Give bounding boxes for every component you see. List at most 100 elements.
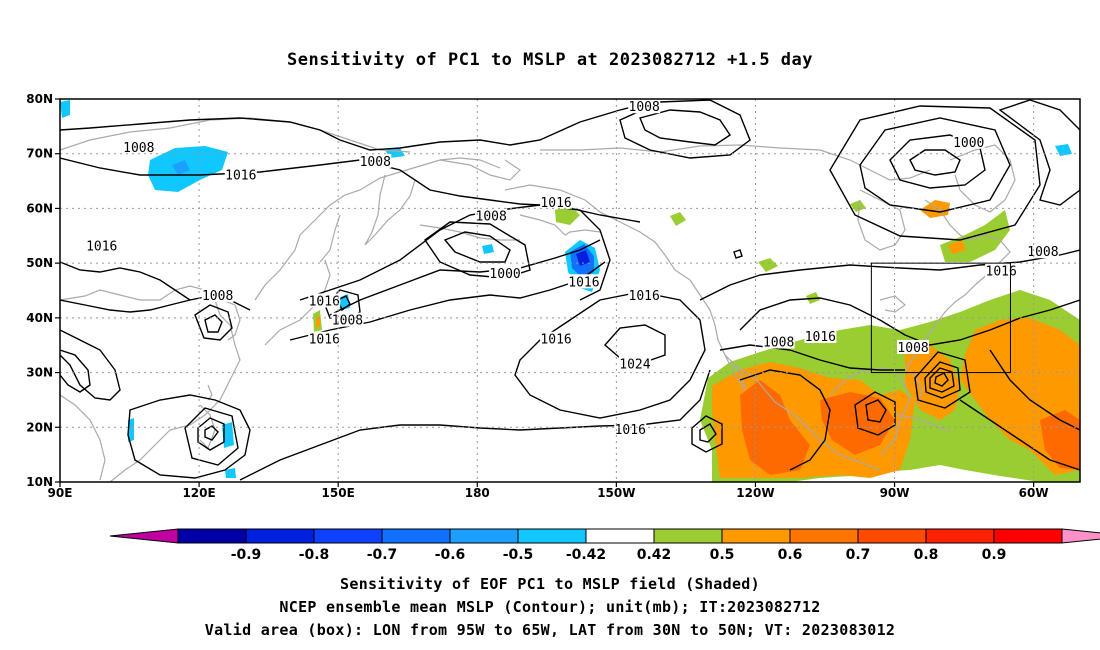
colorbar-label: -0.9: [231, 547, 262, 563]
contour-hurricane4: [914, 351, 971, 409]
latitude-labels: 80N 70N 60N 50N 40N 30N 20N 10N: [26, 92, 60, 489]
coast-gulf: [829, 367, 911, 456]
shade-neg-gulf-alaska-core: [576, 250, 590, 266]
shade-neg-philippines: [222, 422, 234, 448]
contour-1008-north: [60, 104, 641, 151]
contour-label-bg: [201, 287, 234, 302]
contour-gulf-low: [865, 399, 887, 423]
contour-label-bg: [628, 99, 661, 114]
colorbar-swatch: [313, 528, 383, 544]
contour-label-bg: [540, 194, 573, 209]
coast-alaska: [504, 184, 691, 281]
coast-baja: [724, 354, 746, 391]
contour-high-arctic2: [619, 99, 751, 159]
caption-line-1: Sensitivity of EOF PC1 to MSLP field (Sh…: [340, 575, 760, 593]
contour-label-1016: 1016: [309, 294, 340, 309]
contour-west-low2: [60, 349, 91, 393]
coast-arctic-asia: [60, 117, 411, 153]
contour-label-bg: [85, 238, 118, 253]
colorbar-swatch: [449, 528, 519, 544]
colorbar-label: -0.7: [367, 547, 398, 563]
coast-asia: [60, 285, 241, 482]
contour-scs: [127, 394, 251, 479]
coast-great-lakes: [879, 295, 906, 313]
lon-label-90E: 90E: [48, 486, 73, 500]
contour-label-1024: 1024: [619, 357, 650, 372]
contour-label-bg: [628, 287, 661, 302]
contour-label-bg: [122, 140, 155, 155]
contour-label-1008: 1008: [476, 210, 507, 225]
colorbar-label: 0.5: [710, 547, 735, 563]
colorbar-label: 0.42: [637, 547, 672, 563]
contour-label-bg: [614, 422, 647, 437]
contour-label-1008: 1008: [123, 141, 154, 156]
contour-japan-low: [204, 314, 223, 333]
contour-mex-low2: [691, 415, 723, 453]
contour-label-1008: 1008: [202, 289, 233, 304]
colorbar-swatch: [653, 528, 723, 544]
contour-label-bg: [308, 293, 341, 308]
contour-mex-trough: [739, 369, 831, 471]
lon-label-150W: 150W: [597, 486, 635, 500]
contour-west-low: [60, 329, 121, 401]
mslp-contours: [60, 99, 1080, 481]
contour-mex-trough2: [719, 344, 905, 371]
contour-label-bg: [897, 339, 930, 354]
contour-label-bg: [952, 134, 985, 149]
contour-label-bg: [475, 208, 508, 223]
contour-hurricane3: [924, 361, 961, 399]
contour-1008-pac: [329, 239, 601, 316]
contour-1016-south: [239, 369, 711, 481]
shade-green-west: [670, 212, 686, 226]
contour-phil-low1: [204, 425, 219, 441]
colorbar-swatch: [925, 528, 995, 544]
caption-line-2: NCEP ensemble mean MSLP (Contour); unit(…: [279, 598, 821, 616]
colorbar-swatch: [177, 528, 247, 544]
contour-mex-low: [699, 423, 717, 443]
contour-label-1016: 1016: [629, 289, 660, 304]
colorbar-label: -0.42: [566, 547, 606, 563]
lon-label-120W: 120W: [736, 486, 774, 500]
valid-area-box: [870, 262, 1011, 374]
contour-label-1016: 1016: [805, 330, 836, 345]
contour-label-1000: 1000: [489, 267, 520, 282]
contour-label-1008: 1008: [360, 155, 391, 170]
colorbar-label: -0.6: [435, 547, 466, 563]
contour-high-arctic: [639, 109, 731, 146]
contour-label-1016: 1016: [225, 169, 256, 184]
coast-arctic-na: [540, 144, 821, 153]
contour-low-east2: [889, 134, 986, 189]
coast-sakhalin: [319, 214, 341, 263]
chart-title: Sensitivity of PC1 to MSLP at 2023082712…: [286, 50, 813, 70]
colorbar: -0.9 -0.8 -0.7 -0.6 -0.5 -0.42 0.42 0.5 0.6 0.7 0.…: [109, 528, 1100, 563]
contour-label-1008: 1008: [629, 100, 660, 115]
contour-japan-low2: [194, 304, 233, 341]
colorbar-right-arrow: [1061, 528, 1100, 544]
colorbar-swatch: [585, 528, 655, 544]
contour-label-1016: 1016: [540, 333, 571, 348]
lat-label-10N: 10N: [26, 475, 53, 489]
contour-label-1016: 1016: [986, 264, 1017, 279]
contour-labels: 1008 1008 1008 1000 1016 1016 1016 1008 1000 1016…: [85, 99, 1059, 438]
contour-label-1016: 1016: [309, 333, 340, 348]
colorbar-label: -0.8: [299, 547, 330, 563]
contour-low-east4: [829, 105, 1041, 241]
coast-alaska-peninsula: [519, 214, 601, 236]
colorbar-swatch: [993, 528, 1063, 544]
contour-label-bg: [985, 263, 1018, 278]
contour-label-bg: [489, 266, 522, 281]
contour-label-1008: 1008: [897, 341, 928, 356]
lat-label-80N: 80N: [26, 92, 53, 106]
lat-label-40N: 40N: [26, 311, 53, 325]
contour-label-bg: [804, 329, 837, 344]
shade-neg-kamchatka: [482, 244, 494, 254]
shade-neg-nw: [60, 100, 70, 118]
contour-label-bg: [618, 356, 651, 371]
lon-label-90W: 90W: [880, 486, 910, 500]
coast-na-west: [689, 279, 791, 413]
coast-cuba: [894, 414, 951, 433]
colorbar-swatch: [721, 528, 791, 544]
contour-label-1016: 1016: [540, 196, 571, 211]
shade-green-alaska: [555, 205, 580, 225]
